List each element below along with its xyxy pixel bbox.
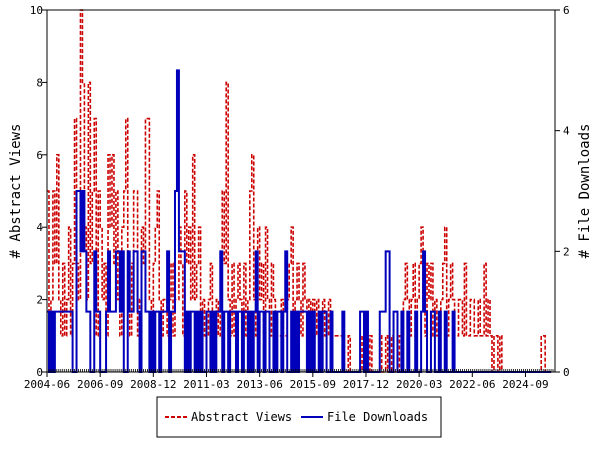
x-tick-label: 2004-06 xyxy=(24,378,70,391)
series-line-abstract-views xyxy=(47,9,552,373)
x-tick-label: 2013-06 xyxy=(236,378,282,391)
y-right-tick-label: 0 xyxy=(563,366,570,379)
x-tick-label: 2011-03 xyxy=(183,378,229,391)
x-tick-label: 2015-09 xyxy=(290,378,336,391)
y-left-tick-label: 4 xyxy=(36,221,43,234)
x-tick-label: 2008-12 xyxy=(130,378,176,391)
legend-entry-abstract-views-label: Abstract Views xyxy=(191,410,292,424)
y-left-tick-label: 2 xyxy=(36,294,43,307)
x-tick-label: 2022-06 xyxy=(449,378,495,391)
axes-layer: 0 2 4 6 8 10 0 2 4 6 2004-06 2006-09 2008-12 2011-03 2… xyxy=(8,4,593,391)
y-left-tick-label: 6 xyxy=(36,149,43,162)
x-tick-label: 2006-09 xyxy=(77,378,123,391)
x-tick-label: 2017-12 xyxy=(343,378,389,391)
y-left-tick-label: 0 xyxy=(36,366,43,379)
x-tick-label: 2020-03 xyxy=(396,378,442,391)
y-right-tick-label: 6 xyxy=(563,4,570,17)
legend: Abstract Views File Downloads xyxy=(156,396,442,438)
y-right-axis-title: # File Downloads xyxy=(577,124,593,259)
y-left-axis-title: # Abstract Views xyxy=(8,124,24,259)
legend-box xyxy=(156,396,442,438)
y-left-tick-label: 10 xyxy=(30,4,43,17)
y-right-tick-label: 2 xyxy=(563,245,570,258)
legend-entry-file-downloads-label: File Downloads xyxy=(327,410,428,424)
series-layer xyxy=(47,9,552,373)
y-right-tick-label: 4 xyxy=(563,125,570,138)
x-tick-label: 2024-09 xyxy=(502,378,548,391)
y-left-tick-label: 8 xyxy=(36,76,43,89)
